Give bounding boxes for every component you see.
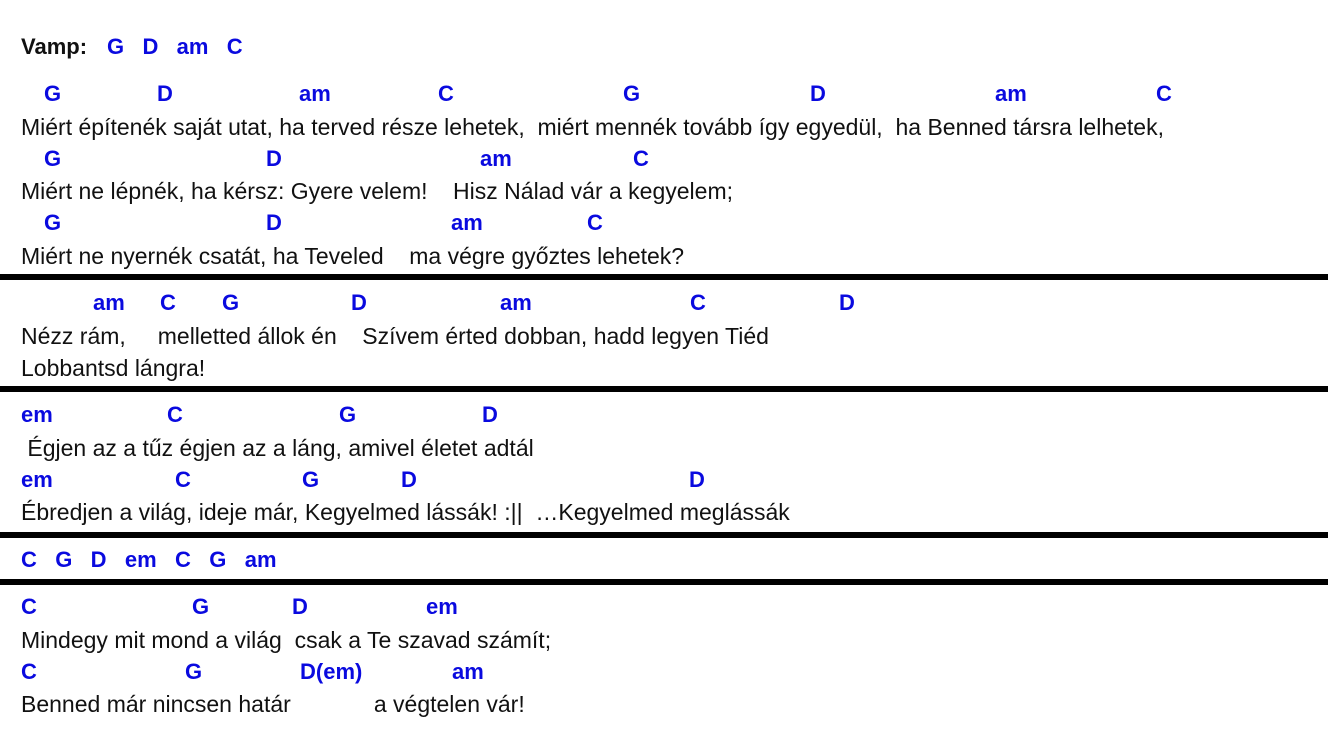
chord: am xyxy=(299,81,331,106)
chord: G xyxy=(44,146,62,171)
chord: am xyxy=(452,659,484,684)
chord: D xyxy=(292,594,308,619)
chord: D xyxy=(810,81,826,106)
chord: C xyxy=(633,146,649,171)
chord: D xyxy=(689,467,705,492)
chord: G xyxy=(44,81,62,106)
chord: am xyxy=(500,290,532,315)
chord: C xyxy=(587,210,603,235)
chord: C xyxy=(167,402,183,427)
section-divider xyxy=(0,579,1328,585)
chord: G xyxy=(302,467,320,492)
lyric-line: Benned már nincsen határ a végtelen vár! xyxy=(21,691,525,717)
chord: em xyxy=(21,467,53,492)
section-divider xyxy=(0,274,1328,280)
chord: C xyxy=(690,290,706,315)
chord: am xyxy=(995,81,1027,106)
chord: am xyxy=(451,210,483,235)
chord: D xyxy=(839,290,855,315)
lyric-line: Miért ne lépnék, ha kérsz: Gyere velem! … xyxy=(21,178,734,204)
chord: C xyxy=(21,659,37,684)
chord: C xyxy=(438,81,454,106)
chord: D xyxy=(266,210,282,235)
chord: em xyxy=(426,594,458,619)
chord: C xyxy=(21,594,37,619)
chord: C xyxy=(175,467,191,492)
interlude-chords: C G D em C G am xyxy=(21,547,277,572)
chord: em xyxy=(21,402,53,427)
chord: D xyxy=(157,81,173,106)
chord: D xyxy=(482,402,498,427)
chord: G xyxy=(623,81,641,106)
section-divider xyxy=(0,532,1328,538)
lyric-line: Miért ne nyernék csatát, ha Teveled ma v… xyxy=(21,243,685,269)
lyric-line: Miért építenék saját utat, ha terved rés… xyxy=(21,114,1164,140)
chord: G xyxy=(222,290,240,315)
chord: D(em) xyxy=(300,659,363,684)
chord: D xyxy=(266,146,282,171)
chord: G xyxy=(192,594,210,619)
lyric-line: Mindegy mit mond a világ csak a Te szava… xyxy=(21,627,552,653)
chord: D xyxy=(401,467,417,492)
section-divider xyxy=(0,386,1328,392)
chord: D xyxy=(351,290,367,315)
chord: G xyxy=(185,659,203,684)
lyric-line: Nézz rám, melletted állok én Szívem érte… xyxy=(21,323,769,349)
lyric-line: Lobbantsd lángra! xyxy=(21,355,206,381)
chord: C xyxy=(1156,81,1172,106)
chord: am xyxy=(93,290,125,315)
chord: G xyxy=(44,210,62,235)
lyric-line: Ébredjen a világ, ideje már, Kegyelmed l… xyxy=(21,499,790,525)
chord: C xyxy=(160,290,176,315)
lyric-line: Égjen az a tűz égjen az a láng, amivel é… xyxy=(21,435,534,461)
chord: am xyxy=(480,146,512,171)
chord: G xyxy=(339,402,357,427)
vamp-chords: G D am C xyxy=(107,34,243,59)
vamp-label: Vamp: xyxy=(21,34,88,59)
